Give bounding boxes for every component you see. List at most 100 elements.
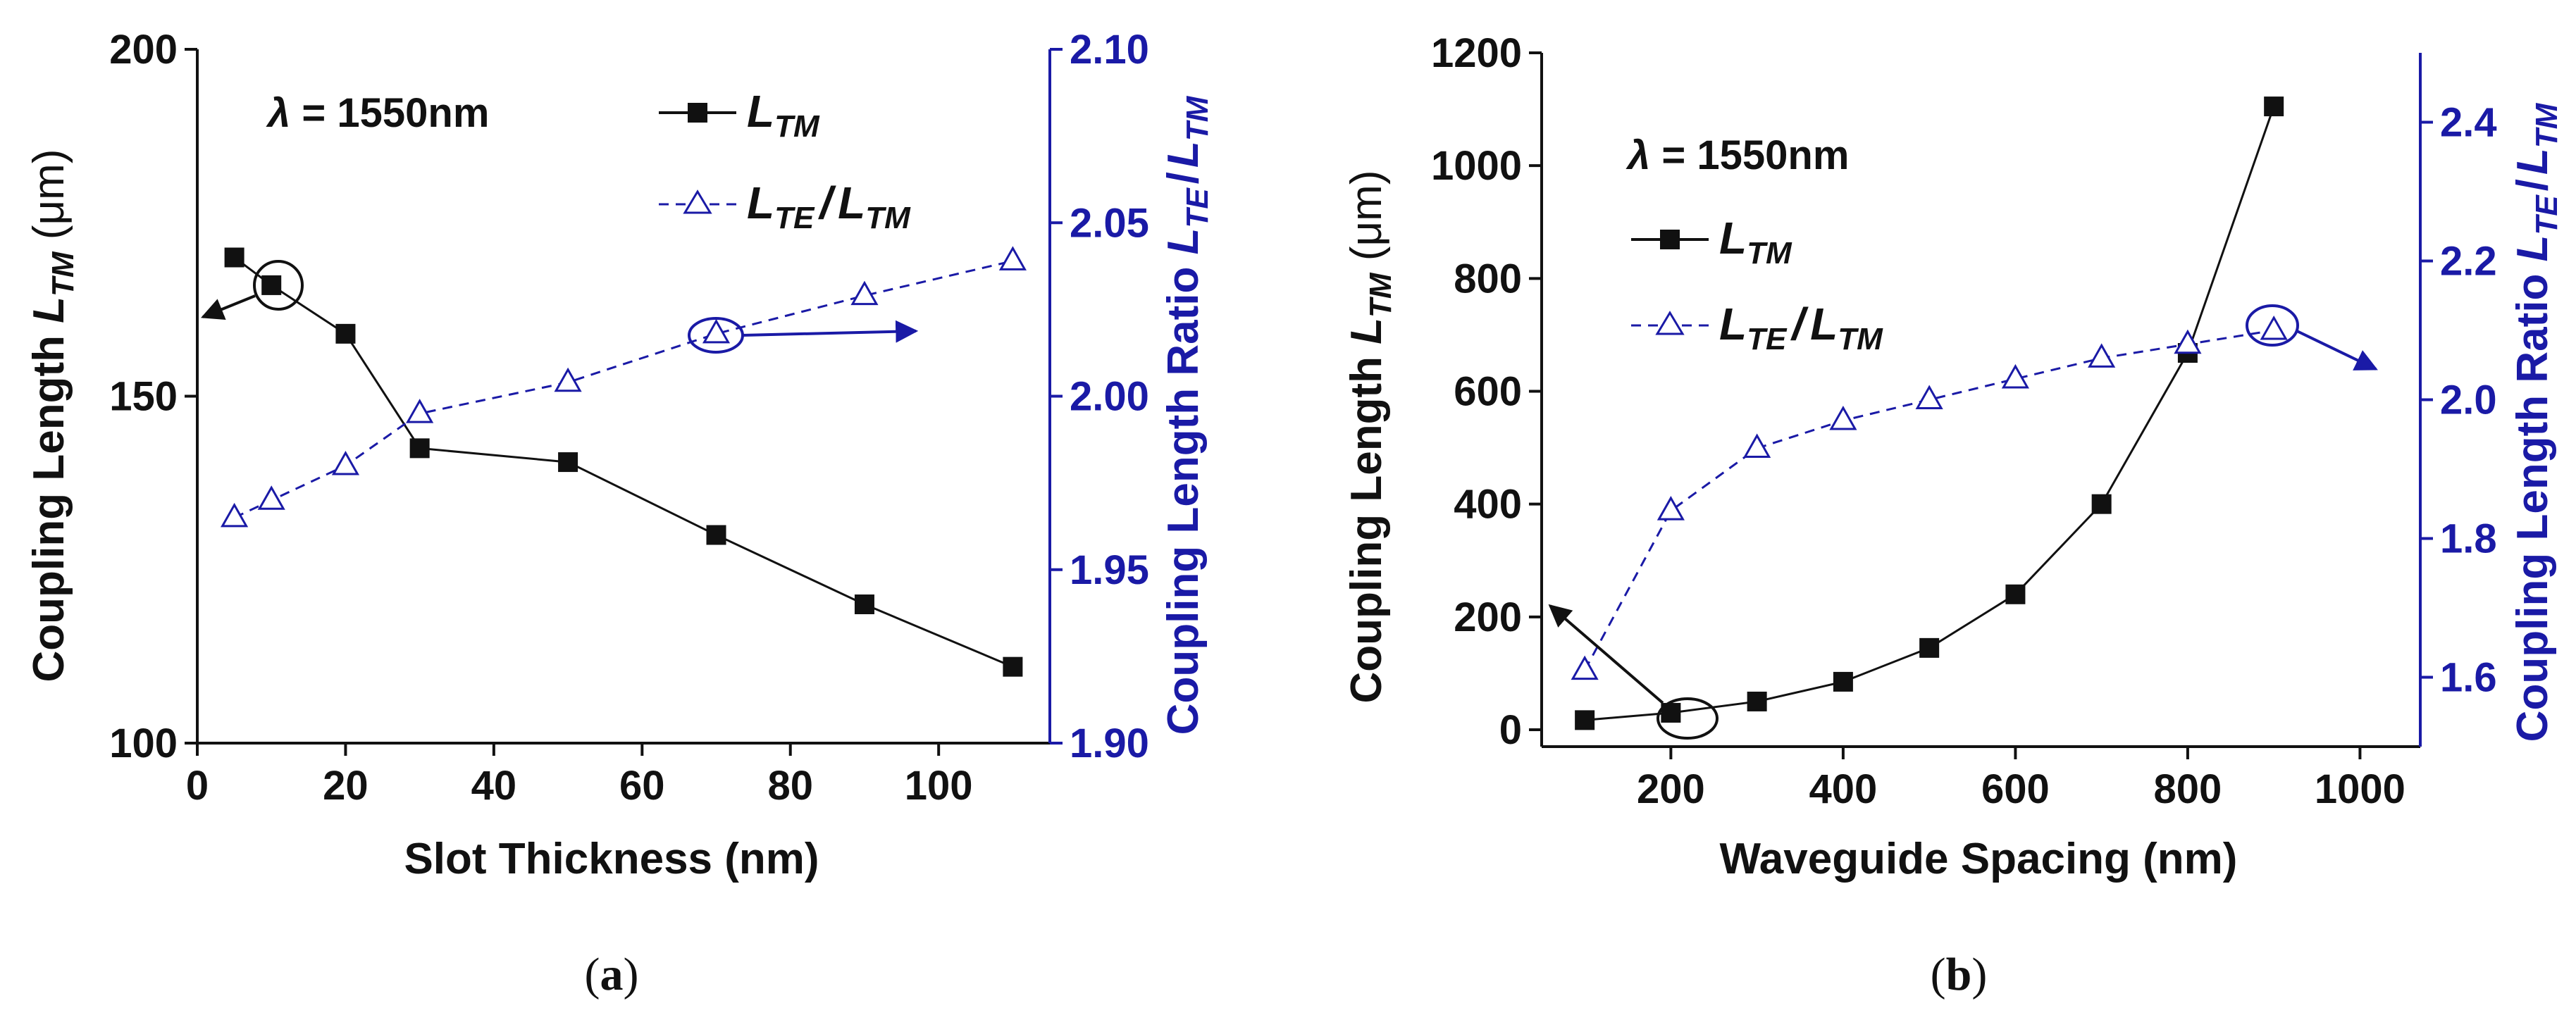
panel-a-legend-ratio-var1: L [747, 178, 774, 228]
panel-a-ratio-point [221, 502, 249, 528]
panel-b-y-right-sub2: TM [2529, 102, 2564, 148]
panel-a-caption-open: ( [585, 949, 600, 1000]
panel-b-y-left-tick-label: 400 [1454, 482, 1522, 528]
panel-a-callouts [201, 260, 919, 354]
panel-b: 200 400 600 800 1000 0 200 400 600 800 1000 1200 1.6… [1342, 30, 2564, 1000]
panel-b-ltm-point [1575, 710, 1595, 730]
panel-a-legend: LTM LTE / LTM [659, 86, 911, 235]
panel-b-ratio-point [2001, 363, 2029, 389]
panel-a-y-right-tick-label: 2.00 [1070, 374, 1149, 420]
panel-b-series-ltm-line [1585, 106, 2275, 721]
panel-a-callout-ellipse-ltm [253, 260, 304, 311]
panel-b-legend-ltm-var: L [1719, 213, 1747, 263]
panel-b-y-left-tick-label: 1200 [1431, 30, 1522, 76]
panel-a-y-right-tick-label: 2.05 [1070, 200, 1149, 246]
panel-a-ratio-point [850, 280, 879, 306]
panel-b-legend-label-ltm: LTM [1719, 213, 1792, 270]
panel-b-y-left-tick-label: 0 [1499, 707, 1522, 753]
panel-a-legend-marker-ratio [683, 189, 712, 214]
panel-b-y-left-main: Coupling Length [1342, 344, 1391, 704]
panel-a-y-left-var: L [25, 297, 73, 323]
panel-a-ratio-point [257, 485, 285, 510]
panel-b-x-tick-label: 400 [1809, 766, 1878, 812]
panel-b-ltm-point [1747, 691, 1767, 711]
panel-a-legend-ratio-slash: / [817, 178, 836, 228]
panel-b-x-tick-label: 800 [2154, 766, 2222, 812]
panel-a-y-right-sub2: TM [1180, 95, 1215, 141]
panel-a-ratio-point [554, 367, 582, 392]
panel-b-x-tick-label: 1000 [2315, 766, 2405, 812]
panel-b-y-right-var1: L [2508, 235, 2557, 262]
panel-b-lambda-symbol: λ [1626, 132, 1650, 178]
panel-b-grid-ticks: 200 400 600 800 1000 0 200 400 600 800 1000 1200 1.6… [1431, 30, 2497, 812]
panel-b-y-axis-title-right: Coupling Length Ratio LTE/LTM [2508, 102, 2564, 742]
panel-b-x-axis-title: Waveguide Spacing (nm) [1720, 835, 2238, 883]
panel-a-legend-ratio-sub2: TM [865, 201, 911, 235]
panel-b-annotation: λ = 1550nm [1626, 132, 1849, 178]
panel-a-x-tick-label: 60 [619, 763, 665, 809]
panel-a-ratio-point [331, 450, 360, 475]
panel-b-legend-ratio-slash: / [1790, 299, 1809, 349]
panel-a-y-right-sub1: TE [1180, 187, 1215, 228]
panel-a-series-lines [233, 256, 1013, 668]
panel-a-y-left-tick-label: 200 [109, 27, 178, 73]
panel-a-y-right-var1: L [1159, 228, 1208, 255]
panel-a-callout-arrow-ltm [201, 294, 256, 320]
panel-a-legend-ltm-var: L [747, 86, 774, 137]
panel-b-legend-label-ratio: LTE / LTM [1719, 299, 1883, 356]
panel-a-y-right-var2: L [1159, 141, 1208, 168]
panel-b-callout-ellipse-ltm [1657, 697, 1719, 740]
panel-a-y-left-tick-label: 150 [109, 374, 178, 420]
panel-b-y-right-main: Coupling Length Ratio [2508, 261, 2557, 742]
panel-b-series-lines [1583, 106, 2275, 721]
panel-a-ltm-point [261, 275, 282, 295]
panel-b-y-right-var2: L [2508, 148, 2557, 175]
panel-b-ltm-point [2264, 96, 2284, 117]
panel-a-legend-ratio-sub1: TE [774, 201, 815, 235]
panel-b-ratio-point [1571, 655, 1599, 680]
panel-a-ratio-point [998, 246, 1027, 270]
panel-a-caption-letter: a [600, 949, 624, 1000]
panel-b-callout-arrow-ltm [1548, 604, 1664, 704]
panel-a-y-right-tick-label: 2.10 [1070, 27, 1149, 73]
panel-b-y-right-tick-label: 2.2 [2440, 239, 2497, 285]
panel-a-y-right-tick-label: 1.90 [1070, 721, 1149, 766]
panel-b-legend-ratio-var2: L [1810, 299, 1838, 349]
panel-a-legend-ratio-var2: L [838, 178, 865, 228]
panel-b-ratio-point [1743, 433, 1771, 458]
panel-b-y-right-tick-label: 2.4 [2440, 100, 2497, 146]
panel-b-caption-close: ) [1971, 949, 1987, 1000]
panel-a-series-ltm-line [233, 256, 1013, 668]
panel-a-x-tick-label: 0 [186, 763, 209, 809]
panel-a: 0 20 40 60 80 100 100 150 200 1.90 1.95 2.00 2.05 2.1… [25, 27, 1215, 1000]
panel-b-y-left-tick-label: 800 [1454, 256, 1522, 301]
panel-a-x-tick-label: 20 [323, 763, 369, 809]
panel-b-y-left-tick-label: 600 [1454, 368, 1522, 414]
panel-b-y-right-tick-label: 1.8 [2440, 516, 2497, 562]
panel-a-callout-arrow-ratio [742, 320, 919, 343]
panel-b-ratio-point [1829, 406, 1857, 430]
panel-b-ltm-point [1833, 671, 1853, 692]
panel-a-legend-label-ratio: LTE / LTM [747, 178, 911, 235]
panel-b-legend-ratio-sub1: TE [1747, 322, 1788, 356]
panel-a-x-tick-label: 80 [767, 763, 813, 809]
panel-b-x-tick-label: 200 [1637, 766, 1705, 812]
panel-a-ltm-point [224, 247, 244, 268]
panel-b-legend: LTM LTE / LTM [1631, 213, 1883, 356]
panel-a-frame [196, 49, 1051, 745]
panel-a-y-left-sub: TM [46, 251, 80, 297]
panel-b-legend-ratio-sub2: TM [1838, 322, 1883, 356]
panel-a-ltm-point [558, 452, 578, 473]
panel-a-y-right-slash: / [1159, 172, 1208, 184]
panel-a-grid-ticks: 0 20 40 60 80 100 100 150 200 1.90 1.95 2.00 2.05 2.1… [109, 27, 1149, 809]
panel-b-markers [1571, 96, 2288, 730]
panel-b-caption: (b) [1931, 949, 1988, 1000]
panel-b-ltm-point [2005, 584, 2026, 604]
panel-b-y-left-sub: TM [1363, 272, 1398, 318]
panel-a-lambda-symbol: λ [266, 90, 290, 136]
panel-a-series-ratio-line [233, 259, 1013, 519]
panel-b-caption-open: ( [1931, 949, 1946, 1000]
panel-a-markers [221, 246, 1027, 677]
panel-b-ltm-point [1919, 637, 1940, 658]
panel-b-y-left-unit: (μm) [1342, 170, 1391, 273]
